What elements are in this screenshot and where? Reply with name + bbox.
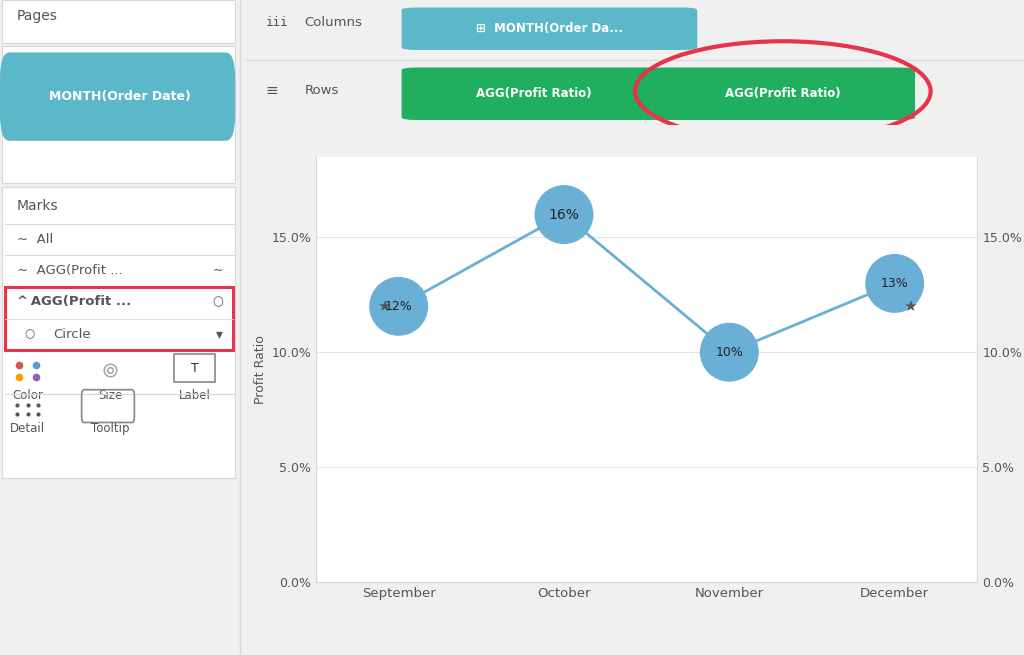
Text: AGG(Profit Ratio): AGG(Profit Ratio) <box>476 87 592 100</box>
Y-axis label: Profit Ratio: Profit Ratio <box>254 335 267 404</box>
Text: Rows: Rows <box>304 83 339 96</box>
Text: ∼  AGG(Profit ...: ∼ AGG(Profit ... <box>16 264 123 277</box>
Text: Label: Label <box>178 389 210 402</box>
FancyBboxPatch shape <box>2 0 236 43</box>
FancyBboxPatch shape <box>2 187 236 478</box>
Text: ★: ★ <box>903 299 916 314</box>
Text: Columns: Columns <box>304 16 362 29</box>
FancyBboxPatch shape <box>401 67 667 120</box>
FancyBboxPatch shape <box>401 7 697 50</box>
Point <box>721 347 737 358</box>
Point <box>556 210 572 220</box>
Text: 13%: 13% <box>881 277 908 290</box>
Text: T: T <box>190 362 199 375</box>
Text: 12%: 12% <box>385 300 413 313</box>
Text: ⊞  MONTH(Order Da...: ⊞ MONTH(Order Da... <box>476 22 623 35</box>
Text: 16%: 16% <box>549 208 580 221</box>
Text: ○: ○ <box>212 295 223 308</box>
Text: ^ AGG(Profit ...: ^ AGG(Profit ... <box>16 295 131 308</box>
Text: ∼: ∼ <box>213 264 223 277</box>
Text: AGG(Profit Ratio): AGG(Profit Ratio) <box>725 87 841 100</box>
Text: Circle: Circle <box>53 328 90 341</box>
Text: ★: ★ <box>377 299 390 314</box>
Text: Pages: Pages <box>16 9 57 24</box>
Text: Color: Color <box>12 389 43 402</box>
Point <box>887 278 903 289</box>
Text: MONTH(Order Date): MONTH(Order Date) <box>49 90 190 103</box>
Text: Filters: Filters <box>16 62 58 76</box>
Text: 10%: 10% <box>716 346 743 359</box>
Text: iii: iii <box>265 16 288 29</box>
FancyBboxPatch shape <box>5 287 232 350</box>
Text: ○: ○ <box>24 328 34 341</box>
Text: Detail: Detail <box>10 422 45 435</box>
FancyBboxPatch shape <box>2 46 236 183</box>
Point <box>390 301 407 312</box>
Text: Marks: Marks <box>16 199 58 214</box>
Text: ≡: ≡ <box>265 83 279 98</box>
FancyBboxPatch shape <box>0 52 236 141</box>
Text: ▾: ▾ <box>216 327 223 341</box>
Text: ∼  All: ∼ All <box>16 233 53 246</box>
Text: Size: Size <box>98 389 123 402</box>
Text: Tooltip: Tooltip <box>91 422 130 435</box>
FancyBboxPatch shape <box>650 67 915 120</box>
